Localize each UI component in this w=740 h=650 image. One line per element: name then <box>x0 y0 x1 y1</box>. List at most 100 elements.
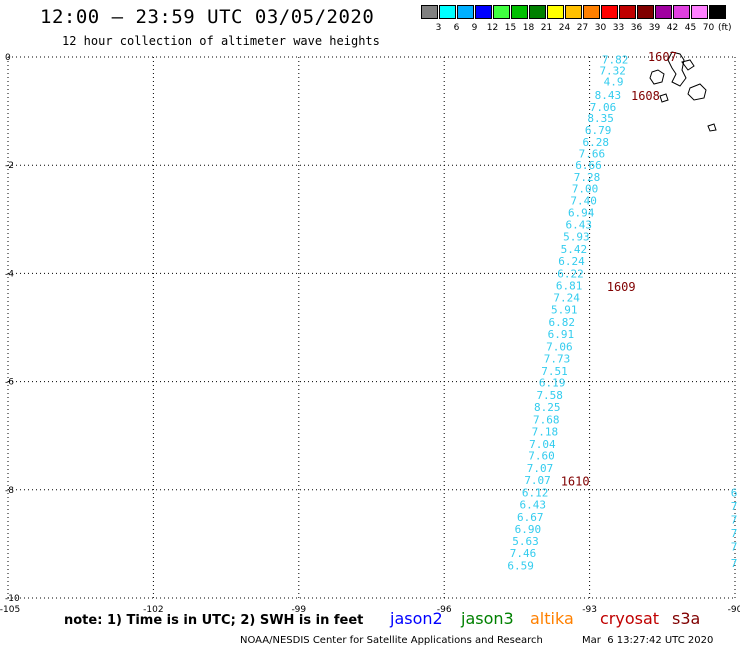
coast-island-small <box>649 69 665 85</box>
wave-height-label: 7.07 <box>524 474 551 487</box>
time-label: 1608 <box>631 89 660 103</box>
x-tick-label: -102 <box>143 605 163 615</box>
wave-height-label: 7.18 <box>532 425 559 438</box>
legend-swatch <box>529 5 546 19</box>
legend-label: 27 <box>576 23 589 33</box>
legend-swatch <box>691 5 708 19</box>
wave-height-label: 7 <box>731 527 738 540</box>
legend-label: 9 <box>471 23 478 33</box>
axis-tick-labels: -105 -102 -99 -96 -93 -90 0 -2 -4 -6 -8 -10 <box>0 53 740 615</box>
note-text: note: 1) Time is in UTC; 2) SWH is in fe… <box>64 613 364 628</box>
footer-timestamp: Mar 6 13:27:42 UTC 2020 <box>582 635 714 646</box>
legend-swatch <box>439 5 456 19</box>
wave-height-label: 5.93 <box>563 231 590 244</box>
legend-swatch <box>637 5 654 19</box>
time-label: 1607 <box>648 50 677 64</box>
wave-height-label: 7.68 <box>533 413 560 426</box>
x-tick-label: -90 <box>728 605 740 615</box>
y-tick-label: -10 <box>5 594 20 604</box>
coast-sancristobal <box>659 93 669 103</box>
wave-height-label: 6.66 <box>575 159 602 172</box>
wave-height-label: 6 <box>731 487 738 500</box>
coast-santacruz <box>687 83 707 101</box>
wave-height-label: 6.81 <box>556 279 583 292</box>
wave-height-label: 4.9 <box>604 75 624 88</box>
wave-height-label: 6.67 <box>517 511 544 524</box>
wave-height-label: 7.58 <box>536 389 563 402</box>
wave-height-label: 6.59 <box>507 560 534 573</box>
wave-height-label: 8.43 <box>595 89 622 102</box>
y-tick-label: -2 <box>5 161 14 171</box>
wave-height-label: 7.00 <box>572 182 599 195</box>
wave-height-label: 7.06 <box>546 340 573 353</box>
x-tick-label: -99 <box>291 605 306 615</box>
y-tick-label: -6 <box>5 378 14 388</box>
x-tick-label: -105 <box>0 605 20 615</box>
wave-height-label: 7.04 <box>529 438 556 451</box>
coast-fernandina <box>681 59 695 71</box>
wave-height-label: 5.91 <box>551 304 578 317</box>
wave-height-labels: 7.827.324.98.437.068.356.796.287.666.667… <box>507 54 737 573</box>
satellite-jason2: jason2 <box>390 609 443 628</box>
chart-subtitle: 12 hour collection of altimeter wave hei… <box>62 34 380 48</box>
legend-swatch <box>619 5 636 19</box>
wave-height-label: 7.32 <box>599 65 626 78</box>
legend-swatch <box>493 5 510 19</box>
legend-label: 18 <box>522 23 535 33</box>
legend-swatch <box>475 5 492 19</box>
wave-height-label: 7.60 <box>528 450 555 463</box>
wave-height-label: 7.73 <box>544 352 571 365</box>
legend-swatch <box>511 5 528 19</box>
legend-swatch <box>709 5 726 19</box>
legend-label: 33 <box>612 23 625 33</box>
legend-label: 12 <box>486 23 499 33</box>
chart-title: 12:00 – 23:59 UTC 03/05/2020 <box>40 6 375 28</box>
wave-height-label: 7.28 <box>574 171 601 184</box>
wave-height-label: 6.43 <box>519 498 546 511</box>
legend-unit: (ft) <box>718 23 732 33</box>
y-tick-label: 0 <box>5 53 11 63</box>
wave-height-label: 6.24 <box>558 255 585 268</box>
wave-height-label: 6.91 <box>548 328 575 341</box>
time-label: 1609 <box>607 280 636 294</box>
x-tick-label: -93 <box>582 605 597 615</box>
wave-height-label: 8.25 <box>534 401 561 414</box>
legend-label: 3 <box>435 23 442 33</box>
legend-swatch <box>673 5 690 19</box>
wave-height-label: 6.28 <box>582 136 609 149</box>
footer-credit: NOAA/NESDIS Center for Satellite Applica… <box>240 635 543 646</box>
legend-swatch <box>421 5 438 19</box>
satellite-s3a: s3a <box>672 609 701 628</box>
wave-height-label: 7.66 <box>579 147 606 160</box>
wave-height-label: 7 <box>731 514 738 527</box>
wave-height-label: 6.19 <box>539 377 566 390</box>
wave-height-label: 7.07 <box>527 462 554 475</box>
wave-height-label: 6.43 <box>566 219 593 232</box>
legend-label: 39 <box>648 23 661 33</box>
coast-espanola <box>707 123 717 132</box>
wave-height-label: 7.51 <box>541 365 568 378</box>
legend-label: 15 <box>504 23 517 33</box>
legend-swatch <box>547 5 564 19</box>
wave-height-label: 6.90 <box>515 523 542 536</box>
legend-swatch <box>583 5 600 19</box>
wave-height-label: 6.22 <box>557 267 584 280</box>
legend-label: 30 <box>594 23 607 33</box>
wave-height-label: 7 <box>731 541 738 554</box>
legend-swatch <box>565 5 582 19</box>
wave-height-label: 6.94 <box>568 206 595 219</box>
grid-lines <box>7 56 736 599</box>
legend-label: 70 <box>702 23 715 33</box>
wave-height-label: 7.46 <box>510 547 537 560</box>
wave-height-label: 6.79 <box>585 124 612 137</box>
wave-height-label: 5.42 <box>561 243 588 256</box>
wave-height-label: 7.24 <box>553 292 580 305</box>
legend-label: 21 <box>540 23 553 33</box>
legend-label: 24 <box>558 23 571 33</box>
coast-isabela <box>667 51 687 87</box>
wave-height-label: 7 <box>731 557 738 570</box>
satellite-jason3: jason3 <box>461 609 514 628</box>
x-tick-label: -96 <box>437 605 452 615</box>
wave-height-label: 7 <box>731 500 738 513</box>
